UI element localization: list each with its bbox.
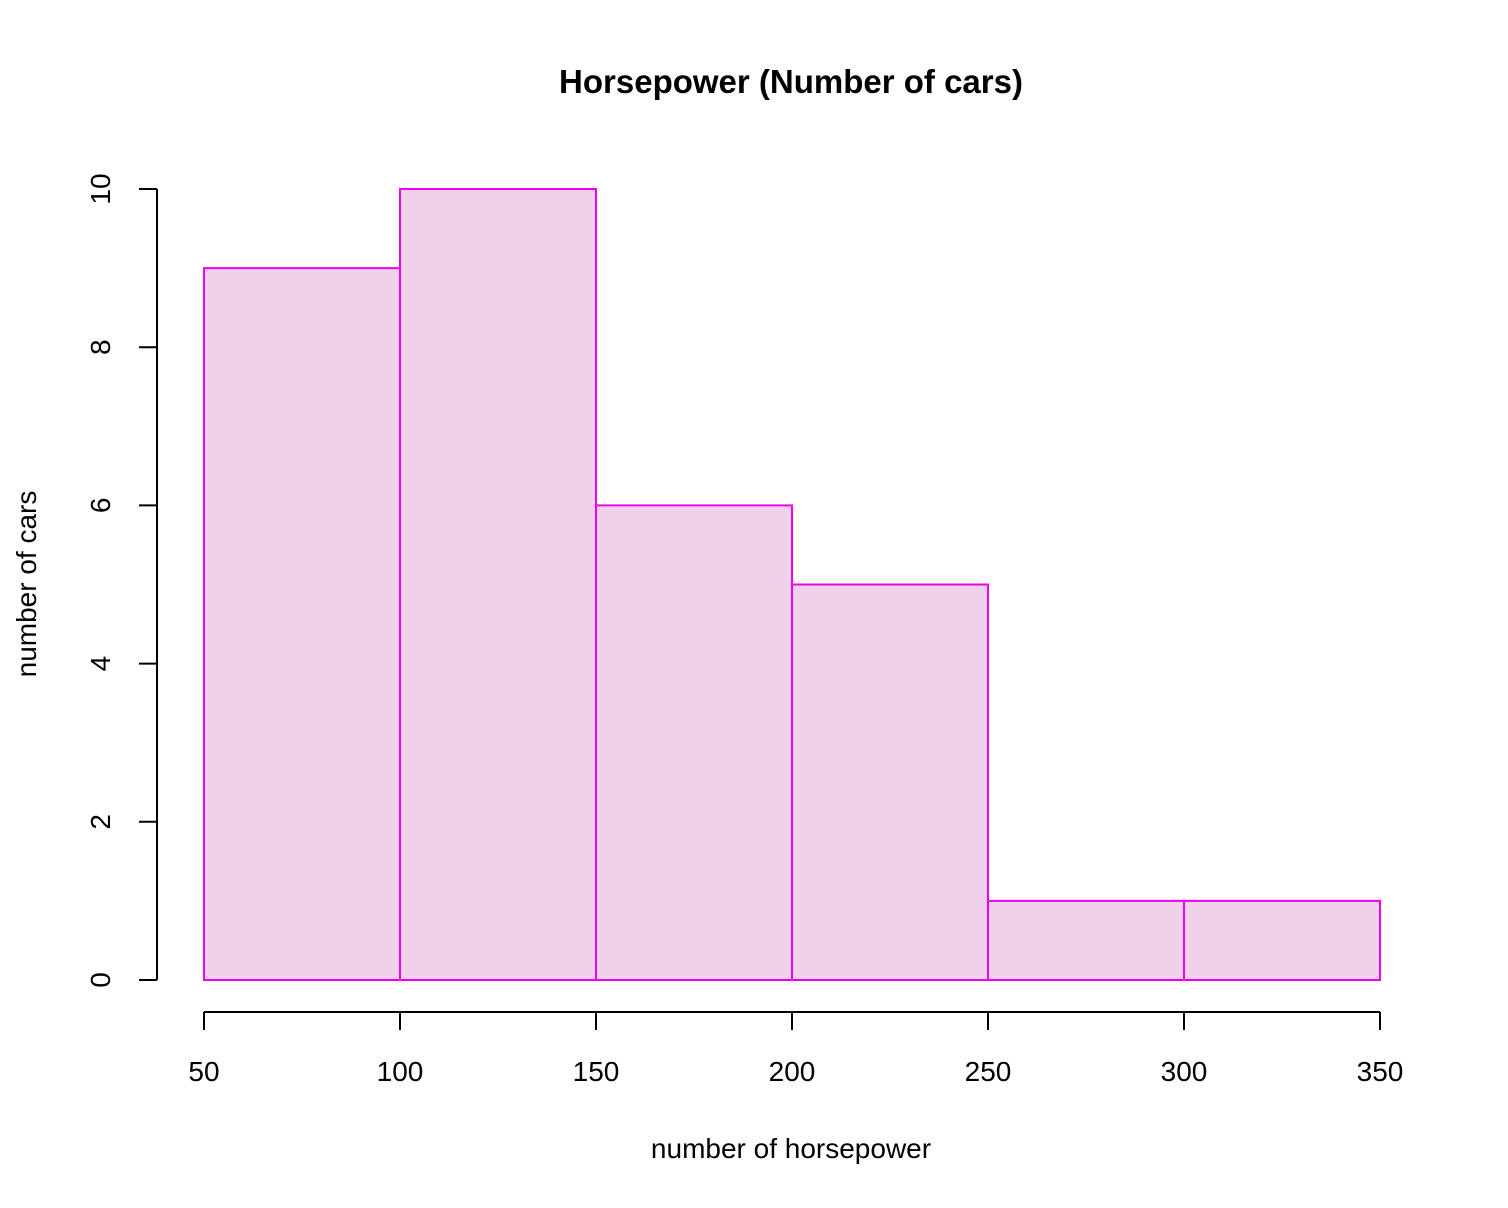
- x-tick-label-350: 350: [1357, 1056, 1404, 1087]
- y-axis-label: number of cars: [11, 491, 42, 678]
- y-tick-label-6: 6: [85, 498, 116, 514]
- x-axis: 50 100 150 200 250 300 350: [188, 1011, 1404, 1087]
- x-axis-label: number of horsepower: [651, 1133, 931, 1164]
- chart-title: Horsepower (Number of cars): [559, 63, 1023, 100]
- y-tick-label-8: 8: [85, 339, 116, 355]
- y-axis: 0 2 4 6 8 10: [85, 173, 158, 988]
- x-tick-label-50: 50: [188, 1056, 219, 1087]
- y-tick-label-2: 2: [85, 814, 116, 830]
- x-tick-label-200: 200: [769, 1056, 816, 1087]
- y-tick-label-4: 4: [85, 656, 116, 672]
- histogram-bar-250-300: [987, 899, 1185, 982]
- x-tick-label-300: 300: [1161, 1056, 1208, 1087]
- x-tick-label-150: 150: [573, 1056, 620, 1087]
- x-tick-label-250: 250: [965, 1056, 1012, 1087]
- histogram-bar-150-200: [595, 504, 793, 981]
- histogram-bar-50-100: [203, 267, 401, 982]
- bars-group: [203, 188, 1381, 982]
- histogram-bar-300-350: [1183, 899, 1381, 982]
- histogram-bar-200-250: [791, 583, 989, 981]
- x-tick-label-100: 100: [377, 1056, 424, 1087]
- y-tick-label-10: 10: [85, 173, 116, 204]
- histogram-bar-100-150: [399, 188, 597, 981]
- y-tick-label-0: 0: [85, 972, 116, 988]
